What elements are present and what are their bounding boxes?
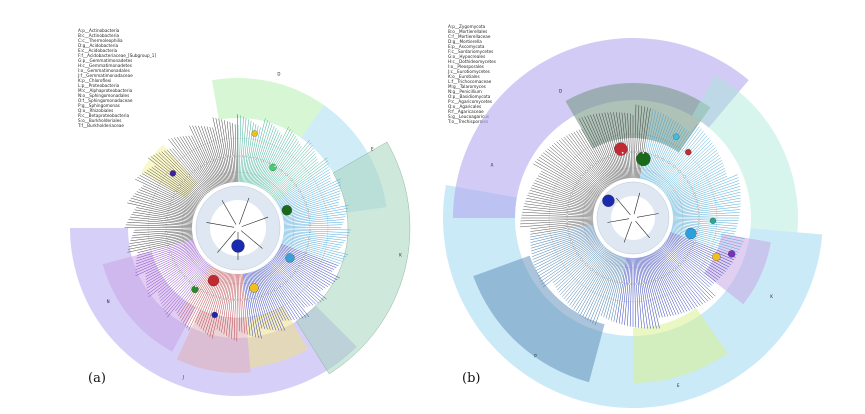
legend-entry: E:c__Acidobacteria — [78, 48, 118, 53]
clade-sector — [453, 37, 749, 218]
clade-node — [673, 133, 680, 140]
panel-b: A:p__ZygomycotaB:o__MortierellalesC:f__M… — [442, 24, 823, 409]
legend-a: A:p__ActinobacteriaB:c__ActinobacteriaC:… — [77, 28, 156, 128]
clade-node — [249, 283, 259, 293]
panel-a: A:p__ActinobacteriaB:c__ActinobacteriaC:… — [70, 28, 411, 397]
clade-letter: D — [559, 88, 562, 93]
legend-entry: G:p__Gemmatimonadetes — [78, 58, 132, 63]
clade-node — [709, 217, 717, 224]
legend-entry: A:p__Zygomycota — [448, 24, 486, 29]
legend-entry: L:f__Trichocomaceae — [448, 79, 492, 84]
legend-entry: F:f__Acidobacteriaceae_[Subgroup_1] — [78, 53, 156, 58]
legend-entry: J:f__Gemmatimonadaceae — [77, 73, 133, 78]
clade-sector — [245, 305, 308, 368]
clade-node — [728, 250, 736, 258]
legend-entry: G:o__Hypocreales — [448, 54, 485, 59]
tree-branches — [124, 114, 351, 342]
legend-entry: H:c__Gemmatimonadetes — [78, 63, 132, 68]
legend-entry: P:g__Sphingomonas — [78, 103, 120, 108]
clade-letter: P — [534, 353, 537, 358]
legend-entry: C:f__Mortierellaceae — [448, 34, 491, 39]
clade-node — [281, 205, 293, 216]
clade-sector — [102, 251, 196, 352]
clade-letter: K — [399, 253, 402, 258]
clade-node — [636, 151, 651, 167]
legend-entry: K:o__Eurotiales — [448, 74, 480, 79]
clade-letter: E — [371, 147, 374, 152]
cladogram-a: D E K J N — [70, 71, 411, 397]
legend-entry: I:o__Pleosporales — [448, 64, 484, 69]
clade-letter: A — [491, 163, 494, 168]
legend-entry: C:c__Thermoleophilia — [78, 38, 123, 43]
clade-node — [285, 253, 295, 263]
clade-letter: N — [107, 299, 110, 304]
legend-entry: Q:o__Rhizobiales — [78, 108, 113, 113]
legend-entry: B:c__Actinobacteria — [78, 33, 120, 38]
legend-entry: J:c__Eurotiomycetes — [447, 69, 490, 74]
legend-entry: D:g__Acidobacteria — [78, 43, 119, 48]
legend-entry: K:p__Chloroflexi — [78, 78, 111, 83]
legend-entry: O:p__Basidiomycota — [448, 94, 491, 99]
clade-sector — [211, 78, 325, 138]
clade-node — [169, 170, 177, 177]
legend-entry: N:o__Sphingomonadales — [78, 93, 129, 98]
clade-sector — [473, 255, 605, 383]
legend-entry: S:g__Leucoagaricus — [448, 114, 489, 119]
legend-entry: T:f__Burkholderiaceae — [77, 123, 124, 128]
clade-letter: K — [770, 294, 773, 299]
clade-letter: D — [277, 71, 280, 76]
legend-entry: H:c__Dothideomycetes — [448, 59, 496, 64]
legend-b: A:p__ZygomycotaB:o__MortierellalesC:f__M… — [447, 24, 496, 124]
legend-entry: I:o__Gemmatimonadales — [78, 68, 130, 73]
clade-sector — [703, 233, 771, 305]
legend-entry: F:c__Sordariomycetes — [448, 49, 493, 54]
clade-sector — [296, 141, 411, 375]
legend-entry: L:p__Proteobacteria — [78, 83, 120, 88]
clade-node — [211, 311, 218, 319]
legend-entry: R:c__Betaproteobacteria — [78, 113, 130, 118]
legend-entry: Q:o__Agaricales — [448, 104, 481, 109]
legend-entry: E:p__Ascomycota — [448, 44, 485, 49]
legend-entry: O:f__Sphingomonadaceae — [78, 98, 133, 103]
clade-node — [251, 130, 258, 137]
clade-node — [712, 252, 721, 262]
center-hole — [210, 200, 266, 256]
cladogram-b: D A P E K — [442, 37, 823, 409]
legend-entry: N:g__Penicillium — [448, 89, 482, 94]
legend-entry: M:g__Talaromyces — [448, 84, 486, 89]
clade-letter: J — [182, 374, 184, 379]
clade-letter: E — [677, 383, 680, 388]
legend-entry: D:g__Mortierella — [448, 39, 482, 44]
clade-node — [685, 148, 692, 156]
clade-sector — [692, 75, 798, 233]
clade-sector — [633, 308, 728, 383]
clade-node — [231, 239, 245, 253]
clade-node — [269, 163, 277, 172]
center-hole — [611, 196, 655, 240]
panel-label-a: (a) — [88, 371, 106, 386]
legend-entry: T:o__Trechisporales — [447, 119, 488, 124]
legend-entry: B:o__Mortierellales — [448, 29, 487, 34]
tree-branches — [519, 104, 745, 329]
legend-entry: R:f__Agaricaceae — [448, 109, 484, 114]
legend-entry: P:c__Agaricomycetes — [448, 99, 492, 104]
legend-entry: A:p__Actinobacteria — [78, 28, 120, 33]
legend-entry: M:c__Alphaproteobacteria — [78, 88, 133, 93]
tree-root — [607, 192, 659, 243]
panel-label-b: (b) — [462, 371, 480, 386]
legend-entry: S:o__Burkholderiales — [78, 118, 121, 123]
clade-node — [614, 142, 628, 156]
clade-node — [602, 194, 615, 207]
clade-node — [207, 274, 220, 287]
tree-root — [206, 197, 269, 260]
clade-node — [685, 227, 697, 240]
